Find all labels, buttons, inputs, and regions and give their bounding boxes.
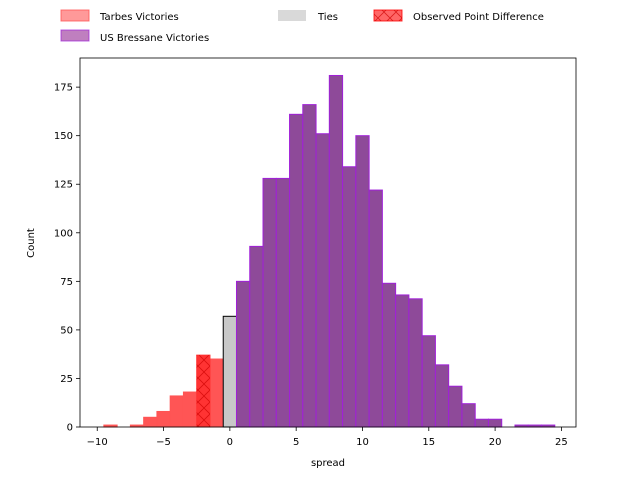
legend-label-bressane: US Bressane Victories <box>100 33 209 44</box>
histogram-bar <box>222 315 237 428</box>
x-tick-label: 15 <box>422 437 435 448</box>
histogram-bar <box>474 418 489 428</box>
plot-frame <box>79 57 577 428</box>
x-tick-label: 20 <box>489 437 502 448</box>
x-tick-label: 25 <box>555 437 568 448</box>
legend: Tarbes Victories US Bressane Victories T… <box>60 9 544 44</box>
histogram-bars <box>103 74 556 428</box>
histogram-bar <box>182 391 198 428</box>
histogram-bar <box>143 416 158 428</box>
legend-swatch-observed-hatch <box>374 10 402 21</box>
histogram-bar <box>235 280 251 428</box>
histogram-bar <box>421 335 436 428</box>
histogram-bar <box>169 395 184 428</box>
y-tick-label: 100 <box>54 228 73 239</box>
x-tick-label: −5 <box>156 437 171 448</box>
histogram-bar <box>434 364 450 428</box>
histogram-bar <box>249 245 264 428</box>
legend-swatch-bressane <box>60 29 90 42</box>
histogram-bar <box>262 177 277 428</box>
histogram-bar <box>209 358 224 428</box>
y-axis-label: Count <box>26 228 37 258</box>
histogram-bar <box>368 189 383 428</box>
histogram-bar <box>381 282 397 428</box>
y-tick-label: 25 <box>60 374 73 385</box>
histogram-bar <box>355 135 370 428</box>
x-axis-label: spread <box>311 458 345 469</box>
y-tick-label: 50 <box>60 325 73 336</box>
y-tick-label: 125 <box>54 180 73 191</box>
legend-label-observed: Observed Point Difference <box>413 12 544 23</box>
histogram-bar <box>342 166 357 428</box>
y-tick-label: 150 <box>54 131 73 142</box>
x-tick-label: 10 <box>356 437 369 448</box>
histogram-bar <box>461 403 476 428</box>
x-tick-label: 0 <box>227 437 233 448</box>
histogram-bar <box>408 298 423 428</box>
legend-swatch-tarbes <box>60 9 90 22</box>
legend-label-tarbes: Tarbes Victories <box>99 12 179 23</box>
y-tick-label: 175 <box>54 83 73 94</box>
histogram-bar <box>448 385 463 428</box>
histogram-bar <box>289 113 304 428</box>
x-tick-label: 5 <box>293 437 299 448</box>
histogram-bar <box>275 177 291 428</box>
y-tick-label: 0 <box>67 423 73 434</box>
y-tick-label: 75 <box>60 277 73 288</box>
histogram-bar <box>315 133 330 428</box>
legend-swatch-ties <box>278 10 306 21</box>
histogram-bar <box>395 294 410 428</box>
x-axis: −10 −5 0 5 10 15 20 25 <box>87 427 568 448</box>
histogram-bar <box>328 74 344 428</box>
x-tick-label: −10 <box>87 437 108 448</box>
legend-label-ties: Ties <box>317 12 338 23</box>
histogram-bar <box>302 104 317 428</box>
histogram-bar <box>487 418 503 428</box>
y-axis: 0 25 50 75 100 125 150 175 <box>54 83 80 434</box>
histogram-bar <box>156 410 171 428</box>
histogram-bar-hatch <box>196 355 210 427</box>
